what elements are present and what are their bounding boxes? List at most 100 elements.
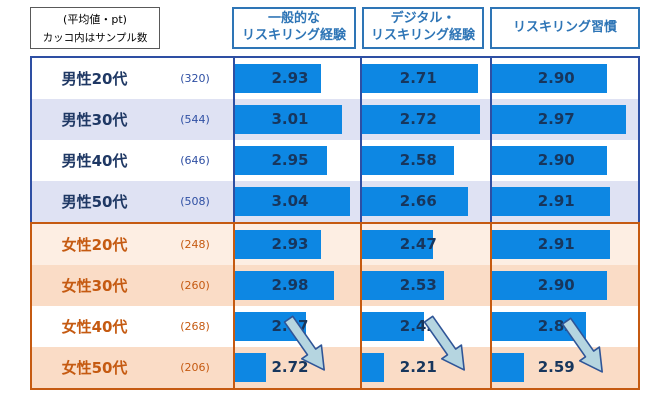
bar-cell: 2.98 xyxy=(233,265,360,306)
bar-value: 2.98 xyxy=(271,276,309,294)
bar-value: 2.87 xyxy=(271,317,309,335)
column-header-line1: リスキリング習慣 xyxy=(512,19,617,35)
bar-value: 2.93 xyxy=(271,69,309,87)
bar-cell: 2.93 xyxy=(233,58,360,99)
value-bar xyxy=(492,353,525,382)
value-bar xyxy=(362,146,454,175)
row-sample-size: (260) xyxy=(180,279,210,292)
row-label: 男性50代 xyxy=(61,193,128,211)
bar-cell: 2.47 xyxy=(360,224,490,265)
row-sample-size: (320) xyxy=(180,72,210,85)
value-bar xyxy=(235,146,327,175)
column-header-reskilling-habit: リスキリング習慣 xyxy=(490,7,640,49)
value-bar xyxy=(235,353,267,382)
value-bar xyxy=(362,312,424,341)
bar-value: 2.90 xyxy=(537,276,575,294)
bar-value: 2.66 xyxy=(399,192,437,210)
bar-cell: 2.91 xyxy=(490,224,638,265)
table-row: 男性20代 (320) 2.93 2.71 2.90 xyxy=(32,58,638,99)
bar-cell: 2.91 xyxy=(490,181,638,222)
column-header-digital-reskilling: デジタル・ リスキリング経験 xyxy=(362,7,484,49)
legend-note-line1: (平均値・pt) xyxy=(63,13,127,26)
bar-value: 2.47 xyxy=(399,235,437,253)
bar-value: 2.93 xyxy=(271,235,309,253)
column-header-line1: デジタル・ xyxy=(390,11,456,27)
table-row: 男性50代 (508) 3.04 2.66 2.91 xyxy=(32,181,638,222)
bar-cell: 2.71 xyxy=(360,58,490,99)
bar-cell: 2.95 xyxy=(233,140,360,181)
bar-cell: 2.59 xyxy=(490,347,638,388)
row-label: 女性20代 xyxy=(61,236,128,254)
bar-cell: 2.90 xyxy=(490,58,638,99)
bar-cell: 2.72 xyxy=(233,347,360,388)
row-sample-size: (508) xyxy=(180,195,210,208)
row-sample-size: (646) xyxy=(180,154,210,167)
table-row: 女性40代 (268) 2.87 2.42 2.82 xyxy=(32,306,638,347)
table-row: 女性20代 (248) 2.93 2.47 2.91 xyxy=(32,224,638,265)
bar-cell: 2.90 xyxy=(490,140,638,181)
male-rows-block: 男性20代 (320) 2.93 2.71 2.90 男性30代 (544) xyxy=(30,56,640,222)
bar-value: 2.71 xyxy=(399,69,437,87)
value-bar xyxy=(492,187,611,216)
row-label: 女性50代 xyxy=(61,359,128,377)
row-label: 男性20代 xyxy=(61,70,128,88)
legend-note-box: (平均値・pt) カッコ内はサンプル数 xyxy=(30,7,160,49)
column-header-general-reskilling: 一般的な リスキリング経験 xyxy=(232,7,356,49)
bar-value: 2.91 xyxy=(537,235,575,253)
data-table: 男性20代 (320) 2.93 2.71 2.90 男性30代 (544) xyxy=(30,56,640,390)
value-bar xyxy=(492,146,608,175)
value-bar xyxy=(492,105,627,134)
table-row: 男性30代 (544) 3.01 2.72 2.97 xyxy=(32,99,638,140)
table-row: 女性50代 (206) 2.72 2.21 2.59 xyxy=(32,347,638,388)
value-bar xyxy=(362,105,480,134)
value-bar xyxy=(235,230,322,259)
value-bar xyxy=(235,271,335,300)
value-bar xyxy=(492,64,608,93)
value-bar xyxy=(362,353,385,382)
bar-value: 2.59 xyxy=(537,358,575,376)
bar-value: 2.42 xyxy=(399,317,437,335)
column-header-line2: リスキリング経験 xyxy=(241,28,346,43)
value-bar xyxy=(362,187,469,216)
row-label: 男性30代 xyxy=(61,111,128,129)
bar-value: 2.58 xyxy=(399,151,437,169)
bar-cell: 2.66 xyxy=(360,181,490,222)
bar-cell: 2.90 xyxy=(490,265,638,306)
bar-value: 3.04 xyxy=(271,192,309,210)
bar-cell: 2.97 xyxy=(490,99,638,140)
row-sample-size: (206) xyxy=(180,361,210,374)
column-header-line1: 一般的な xyxy=(267,11,320,27)
row-label: 男性40代 xyxy=(61,152,128,170)
bar-cell: 3.04 xyxy=(233,181,360,222)
row-sample-size: (544) xyxy=(180,113,210,126)
bar-cell: 2.53 xyxy=(360,265,490,306)
bar-value: 2.72 xyxy=(399,110,437,128)
bar-value: 3.01 xyxy=(271,110,309,128)
legend-note-line2: カッコ内はサンプル数 xyxy=(42,32,148,44)
bar-cell: 3.01 xyxy=(233,99,360,140)
bar-cell: 2.72 xyxy=(360,99,490,140)
bar-cell: 2.42 xyxy=(360,306,490,347)
bar-cell: 2.87 xyxy=(233,306,360,347)
value-bar xyxy=(362,230,434,259)
bar-value: 2.90 xyxy=(537,69,575,87)
bar-value: 2.21 xyxy=(399,358,437,376)
value-bar xyxy=(235,187,350,216)
bar-value: 2.90 xyxy=(537,151,575,169)
row-label: 女性40代 xyxy=(61,318,128,336)
bar-cell: 2.58 xyxy=(360,140,490,181)
bar-cell: 2.21 xyxy=(360,347,490,388)
value-bar xyxy=(235,105,343,134)
bar-value: 2.91 xyxy=(537,192,575,210)
bar-value: 2.95 xyxy=(271,151,309,169)
bar-cell: 2.82 xyxy=(490,306,638,347)
bar-value: 2.72 xyxy=(271,358,309,376)
row-label: 女性30代 xyxy=(61,277,128,295)
value-bar xyxy=(492,271,608,300)
bar-cell: 2.93 xyxy=(233,224,360,265)
value-bar xyxy=(362,64,478,93)
column-header-line2: リスキリング経験 xyxy=(370,28,475,43)
value-bar xyxy=(492,230,611,259)
bar-value: 2.97 xyxy=(537,110,575,128)
